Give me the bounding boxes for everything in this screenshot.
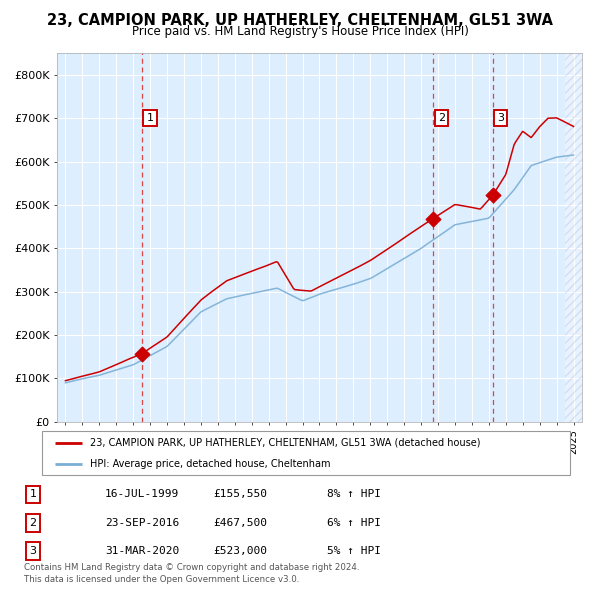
Text: 23, CAMPION PARK, UP HATHERLEY, CHELTENHAM, GL51 3WA: 23, CAMPION PARK, UP HATHERLEY, CHELTENH…	[47, 13, 553, 28]
Text: £467,500: £467,500	[213, 518, 267, 527]
Text: 1: 1	[29, 490, 37, 499]
Bar	[565, 53, 582, 422]
Text: 1: 1	[146, 113, 154, 123]
Text: £523,000: £523,000	[213, 546, 267, 556]
Text: HPI: Average price, detached house, Cheltenham: HPI: Average price, detached house, Chel…	[89, 459, 330, 469]
Point	[428, 214, 438, 224]
Text: This data is licensed under the Open Government Licence v3.0.: This data is licensed under the Open Gov…	[24, 575, 299, 584]
Text: 16-JUL-1999: 16-JUL-1999	[105, 490, 179, 499]
Text: 23-SEP-2016: 23-SEP-2016	[105, 518, 179, 527]
Text: 5% ↑ HPI: 5% ↑ HPI	[327, 546, 381, 556]
Text: 6% ↑ HPI: 6% ↑ HPI	[327, 518, 381, 527]
Text: 8% ↑ HPI: 8% ↑ HPI	[327, 490, 381, 499]
Text: 2: 2	[29, 518, 37, 527]
FancyBboxPatch shape	[42, 431, 570, 475]
Point	[137, 350, 147, 359]
Text: 3: 3	[497, 113, 505, 123]
Text: 31-MAR-2020: 31-MAR-2020	[105, 546, 179, 556]
Text: 3: 3	[29, 546, 37, 556]
Text: 23, CAMPION PARK, UP HATHERLEY, CHELTENHAM, GL51 3WA (detached house): 23, CAMPION PARK, UP HATHERLEY, CHELTENH…	[89, 438, 480, 448]
Text: Contains HM Land Registry data © Crown copyright and database right 2024.: Contains HM Land Registry data © Crown c…	[24, 563, 359, 572]
Text: £155,550: £155,550	[213, 490, 267, 499]
Text: 2: 2	[438, 113, 445, 123]
Text: Price paid vs. HM Land Registry's House Price Index (HPI): Price paid vs. HM Land Registry's House …	[131, 25, 469, 38]
Point	[488, 190, 498, 199]
